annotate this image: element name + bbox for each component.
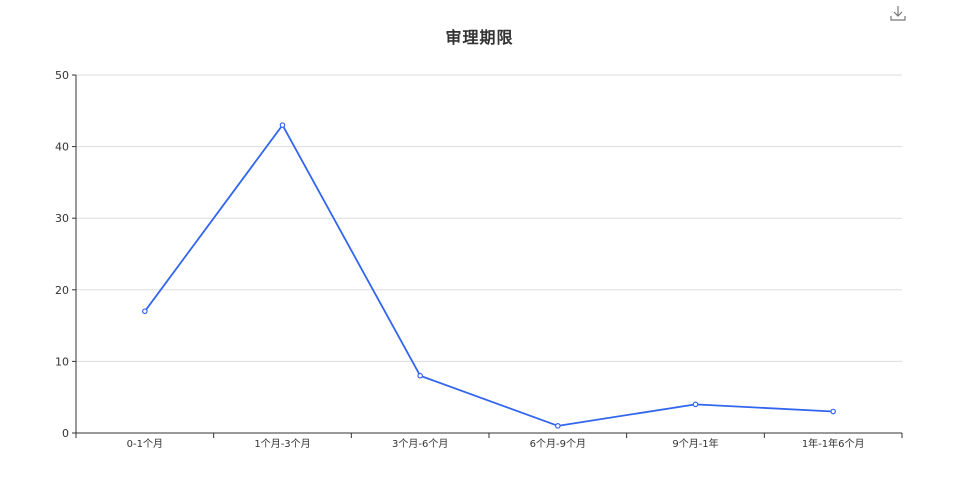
series-line: [144, 124, 834, 427]
y-tick-label: 50: [55, 69, 69, 82]
y-tick-label: 30: [55, 212, 69, 225]
data-point: [417, 372, 423, 379]
y-tick-label: 0: [62, 427, 69, 440]
x-tick-label: 3个月-6个月: [392, 438, 448, 450]
y-tick-label: 40: [55, 141, 69, 154]
y-tick-label: 10: [55, 355, 69, 368]
x-tick-label: 0-1个月: [127, 438, 163, 450]
x-tick-label: 1年-1年6个月: [802, 437, 865, 450]
data-point: [142, 308, 148, 315]
chart-title: 审理期限: [445, 28, 514, 47]
download-icon: [890, 6, 906, 21]
x-tick-label: 9个月-1年: [672, 437, 718, 450]
download-button[interactable]: [889, 4, 907, 22]
y-tick-label: 20: [55, 284, 69, 297]
data-point: [830, 408, 836, 415]
x-tick-label: 1个月-3个月: [254, 438, 310, 450]
x-tick-label: 6个月-9个月: [530, 438, 586, 450]
data-point: [555, 423, 561, 429]
data-point: [692, 401, 699, 408]
data-point: [279, 122, 286, 128]
